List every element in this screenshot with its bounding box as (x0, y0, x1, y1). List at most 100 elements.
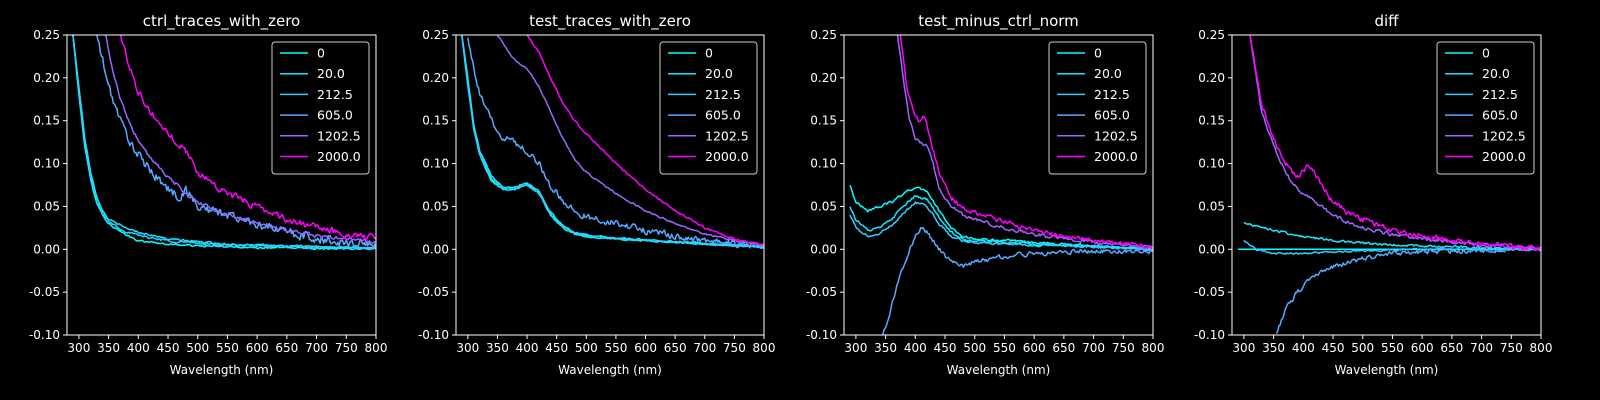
plot-frame (66, 34, 377, 336)
x-tick-label: 300 (1232, 341, 1255, 355)
y-tick-label: -0.10 (1194, 328, 1225, 342)
legend-label: 212.5 (317, 87, 353, 102)
legend-label: 20.0 (1482, 66, 1510, 81)
y-tick-label: 0.25 (33, 28, 60, 42)
x-tick-label: 550 (216, 341, 239, 355)
y-tick-label: 0.10 (422, 157, 449, 171)
y-tick-label: 0.00 (810, 242, 837, 256)
legend-label: 2000.0 (317, 149, 361, 164)
legend-label: 605.0 (705, 108, 741, 123)
legend: 0 20.0 212.5 605.0 1202.5 2000.0 (271, 41, 370, 175)
chart-panel-1: ctrl_traces_with_zero 300 350 400 450 500 550 6… (29, 12, 388, 377)
y-tick-label: 0.00 (33, 242, 60, 256)
legend-label: 605.0 (1094, 108, 1130, 123)
x-axis-label: Wavelength (nm) (947, 363, 1051, 377)
series-line-605-0 (881, 226, 1153, 335)
chart-title: test_traces_with_zero (529, 12, 691, 31)
x-tick-label: 350 (486, 341, 509, 355)
legend-label: 20.0 (317, 66, 345, 81)
x-tick-label: 400 (904, 341, 927, 355)
series-line-2000-0 (119, 35, 376, 241)
chart-panel-3: test_minus_ctrl_norm 300 350 400 450 500 550 60… (806, 12, 1165, 377)
series-lines (1237, 35, 1541, 334)
x-tick-label: 600 (1411, 341, 1434, 355)
y-tick-label: 0.25 (422, 28, 449, 42)
y-tick-label: 0.10 (1198, 157, 1225, 171)
x-tick-label: 350 (1262, 341, 1285, 355)
legend-box (1048, 41, 1147, 175)
y-tick-label: 0.20 (422, 71, 449, 85)
y-tick-label: 0.05 (422, 199, 449, 213)
series-line-605-0 (1275, 246, 1541, 334)
y-tick-label: 0.20 (33, 71, 60, 85)
y-tick-label: 0.15 (810, 114, 837, 128)
x-axis-label: Wavelength (nm) (558, 363, 662, 377)
legend-label: 0 (705, 46, 713, 61)
y-tick-label: 0.10 (810, 157, 837, 171)
x-tick-label: 300 (67, 341, 90, 355)
legend-label: 0 (317, 46, 325, 61)
y-tick-label: 0.05 (810, 199, 837, 213)
series-line-2000-0 (526, 35, 764, 247)
series-line-212-5 (461, 35, 764, 248)
x-tick-label: 500 (186, 341, 209, 355)
x-tick-label: 450 (1322, 341, 1345, 355)
y-tick-label: 0.10 (33, 157, 60, 171)
x-tick-label: 300 (456, 341, 479, 355)
legend-label: 1202.5 (1094, 128, 1138, 143)
y-tick-label: 0.20 (1198, 71, 1225, 85)
legend-box (659, 41, 758, 175)
legend-label: 1202.5 (317, 128, 361, 143)
legend-label: 2000.0 (1482, 149, 1526, 164)
x-tick-label: 700 (1082, 341, 1105, 355)
y-tick-label: 0.20 (810, 71, 837, 85)
y-tick-label: 0.05 (33, 199, 60, 213)
series-lines (849, 35, 1153, 335)
legend-label: 605.0 (317, 108, 353, 123)
x-tick-label: 450 (934, 341, 957, 355)
plot-frame (455, 34, 765, 336)
y-tick-label: 0.00 (422, 242, 449, 256)
x-tick-label: 800 (1142, 341, 1165, 355)
y-tick-label: 0.05 (1198, 199, 1225, 213)
x-tick-label: 550 (604, 341, 627, 355)
series-lines (72, 35, 376, 251)
legend-label: 2000.0 (1094, 149, 1138, 164)
series-line-212-5 (72, 35, 376, 250)
series-line-212-5 (1243, 239, 1541, 256)
x-tick-label: 600 (1023, 341, 1046, 355)
x-tick-label: 500 (963, 341, 986, 355)
x-tick-label: 600 (634, 341, 657, 355)
x-tick-label: 800 (365, 341, 388, 355)
chart-panel-4: diff 300 350 400 450 500 550 600 650 700 750 800 -0.… (1194, 12, 1553, 377)
y-tick-label: 0.25 (810, 28, 837, 42)
legend-label: 0 (1482, 46, 1490, 61)
legend-label: 20.0 (705, 66, 733, 81)
legend-label: 1202.5 (1482, 128, 1526, 143)
y-tick-label: 0.00 (1198, 242, 1225, 256)
legend: 0 20.0 212.5 605.0 1202.5 2000.0 (1048, 41, 1147, 175)
x-tick-label: 650 (275, 341, 298, 355)
x-tick-label: 650 (664, 341, 687, 355)
x-tick-label: 650 (1440, 341, 1463, 355)
legend-label: 1202.5 (705, 128, 749, 143)
x-tick-label: 750 (1500, 341, 1523, 355)
x-tick-label: 800 (753, 341, 776, 355)
x-tick-label: 750 (335, 341, 358, 355)
plot-frame (1231, 34, 1542, 336)
y-tick-label: 0.25 (1198, 28, 1225, 42)
series-line-605-0 (467, 37, 764, 250)
legend-label: 20.0 (1094, 66, 1122, 81)
plot-frame (843, 34, 1154, 336)
x-tick-label: 350 (97, 341, 120, 355)
x-axis-label: Wavelength (nm) (170, 363, 274, 377)
series-line-212-5 (849, 201, 1153, 252)
x-tick-label: 700 (1470, 341, 1493, 355)
x-tick-label: 400 (1292, 341, 1315, 355)
series-line-20-0 (1243, 222, 1541, 252)
y-tick-label: -0.05 (29, 285, 60, 299)
x-tick-label: 700 (693, 341, 716, 355)
x-tick-label: 400 (516, 341, 539, 355)
